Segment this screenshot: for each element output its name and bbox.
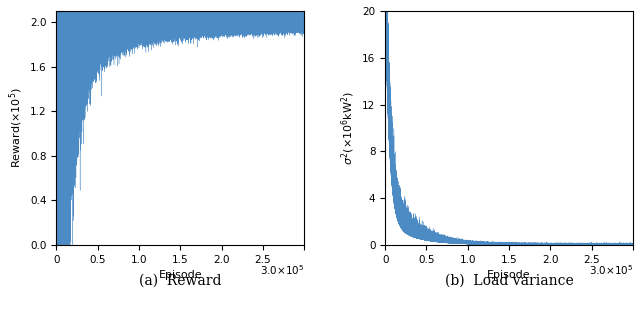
Y-axis label: Reward($\times10^5$): Reward($\times10^5$) bbox=[7, 88, 24, 168]
X-axis label: Episode: Episode bbox=[487, 270, 531, 280]
X-axis label: Episode: Episode bbox=[159, 270, 202, 280]
Text: (a)  Reward: (a) Reward bbox=[139, 273, 221, 287]
Y-axis label: $\sigma^2$($\times10^6$kW$^2$): $\sigma^2$($\times10^6$kW$^2$) bbox=[339, 91, 356, 165]
Text: $3.0{\times}10^5$: $3.0{\times}10^5$ bbox=[589, 264, 633, 278]
Text: $3.0{\times}10^5$: $3.0{\times}10^5$ bbox=[260, 264, 305, 278]
Text: (b)  Load variance: (b) Load variance bbox=[445, 273, 573, 287]
